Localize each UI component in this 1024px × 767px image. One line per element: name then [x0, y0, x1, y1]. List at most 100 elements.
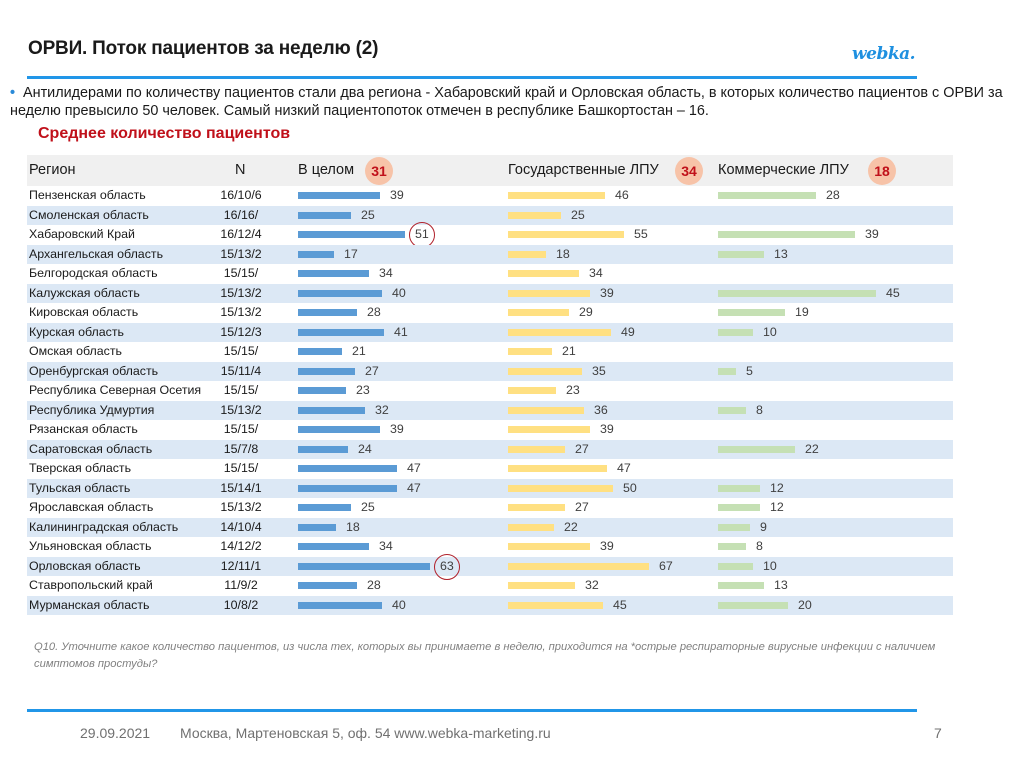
value-label-state: 46: [615, 188, 629, 202]
bar-commercial: [718, 192, 816, 199]
value-label-commercial: 12: [770, 480, 784, 495]
bar-total: [298, 309, 357, 316]
bar-state: [508, 406, 584, 414]
bar-state: [508, 309, 569, 316]
sample-size-label: 15/13/2: [220, 402, 262, 417]
bar-total: [298, 484, 397, 492]
value-label-commercial: 13: [774, 246, 788, 261]
region-label: Саратовская область: [29, 441, 153, 456]
value-label-total: 28: [367, 305, 381, 319]
value-label-total: 39: [390, 422, 404, 436]
value-label-state: 34: [589, 266, 603, 280]
chart-subtitle: Среднее количество пациентов: [38, 125, 291, 142]
average-badge-state: 34: [675, 157, 703, 185]
value-label-state: 35: [592, 363, 606, 378]
sample-size-label: 15/7/8: [223, 441, 259, 456]
region-label: Тульская область: [29, 480, 131, 495]
value-label-commercial: 5: [746, 363, 753, 378]
table-row: Саратовская область 15/7/8 24 27 22: [27, 439, 953, 459]
sample-size-label: 15/15/: [223, 383, 259, 397]
bar-commercial: [718, 504, 760, 511]
value-label-state: 32: [585, 578, 599, 592]
bar-total: [298, 348, 342, 355]
bar-state: [508, 543, 590, 550]
bar-state: [508, 426, 590, 433]
value-label-commercial: 12: [770, 500, 784, 514]
value-label-commercial: 45: [886, 285, 900, 300]
region-label: Калининградская область: [29, 519, 179, 534]
region-label: Белгородская область: [29, 266, 158, 280]
bar-commercial: [718, 562, 753, 570]
bar-commercial: [718, 309, 785, 316]
webka-logo: webka.: [852, 44, 916, 64]
footer-divider: [27, 709, 917, 712]
sample-size-label: 15/13/2: [220, 500, 262, 514]
value-label-total: 40: [392, 597, 406, 612]
sample-size-label: 16/10/6: [220, 188, 262, 202]
bar-commercial: [718, 601, 788, 609]
value-label-state: 27: [575, 441, 589, 456]
table-row: Курская область 15/12/3 41 49 10: [27, 322, 953, 342]
sample-size-label: 15/13/2: [220, 305, 262, 319]
footer-address: Москва, Мартеновская 5, оф. 54 www.webka…: [180, 725, 551, 741]
table-row: Орловская область 12/11/1 63 67 10: [27, 553, 953, 580]
value-label-commercial: 10: [763, 324, 777, 339]
sample-size-label: 15/15/: [223, 344, 259, 358]
value-label-total: 25: [361, 207, 375, 222]
table-row: Белгородская область 15/15/34 34: [27, 264, 953, 284]
value-label-state: 67: [659, 558, 673, 573]
table-row: Хабаровский Край 16/12/4 51 55 39: [27, 222, 953, 248]
value-label-total: 28: [367, 578, 381, 592]
highlight-circle: [434, 553, 460, 580]
bar-state: [508, 465, 607, 472]
header-divider: [27, 76, 917, 79]
table-row: Архангельская область 15/13/2 17 18 13: [27, 244, 953, 264]
bar-total: [298, 406, 365, 414]
region-label: Пензенская область: [29, 188, 146, 202]
region-label: Кировская область: [29, 305, 139, 319]
region-label: Республика Удмуртия: [29, 402, 155, 417]
bar-total: [298, 211, 351, 219]
value-label-state: 47: [617, 461, 631, 475]
bar-state: [508, 348, 552, 355]
table-row: Смоленская область 16/16/25 25: [27, 205, 953, 225]
sample-size-label: 15/12/3: [220, 324, 262, 339]
value-label-state: 39: [600, 539, 614, 553]
region-label: Ярославская область: [29, 500, 154, 514]
sample-size-label: 15/13/2: [220, 285, 262, 300]
bar-commercial: [718, 543, 746, 550]
bar-state: [508, 582, 575, 589]
value-label-total: 40: [392, 285, 406, 300]
question-footnote: Q10. Уточните какое количество пациентов…: [34, 641, 936, 670]
sample-size-label: 12/11/1: [220, 558, 262, 573]
column-header-region: Регион: [29, 162, 76, 178]
value-label-commercial: 10: [763, 558, 777, 573]
value-label-state: 39: [600, 422, 614, 436]
column-header-commercial: Коммерческие ЛПУ: [718, 162, 849, 178]
table-row: Кировская область 15/13/2 28 29 19: [27, 303, 953, 323]
bar-commercial: [718, 484, 760, 492]
value-label-state: 23: [566, 383, 580, 397]
value-label-state: 36: [594, 402, 608, 417]
table-body: Пензенская область 16/10/6 39 46 28 Смоленска…: [27, 186, 953, 615]
sample-size-label: 15/14/1: [220, 480, 262, 495]
value-label-state: 55: [634, 227, 648, 241]
table-header: Регион N В целом 31 Государственные ЛПУ …: [27, 155, 953, 186]
bar-total: [298, 192, 380, 199]
bar-commercial: [718, 289, 876, 297]
bar-total: [298, 289, 382, 297]
value-label-state: 49: [621, 324, 635, 339]
sample-size-label: 15/11/4: [220, 363, 262, 378]
value-label-state: 25: [571, 207, 585, 222]
table-row: Калужская область 15/13/2 40 39 45: [27, 283, 953, 303]
bar-total: [298, 445, 348, 453]
table-row: Ярославская область 15/13/2 25 27 12: [27, 498, 953, 518]
bar-total: [298, 426, 380, 433]
value-label-total: 18: [346, 519, 360, 534]
table-row: Ульяновская область 14/12/2 34 39 8: [27, 537, 953, 557]
value-label-total: 27: [365, 363, 379, 378]
bar-state: [508, 484, 613, 492]
bar-state: [508, 250, 546, 258]
value-label-state: 18: [556, 246, 570, 261]
bar-state: [508, 289, 590, 297]
